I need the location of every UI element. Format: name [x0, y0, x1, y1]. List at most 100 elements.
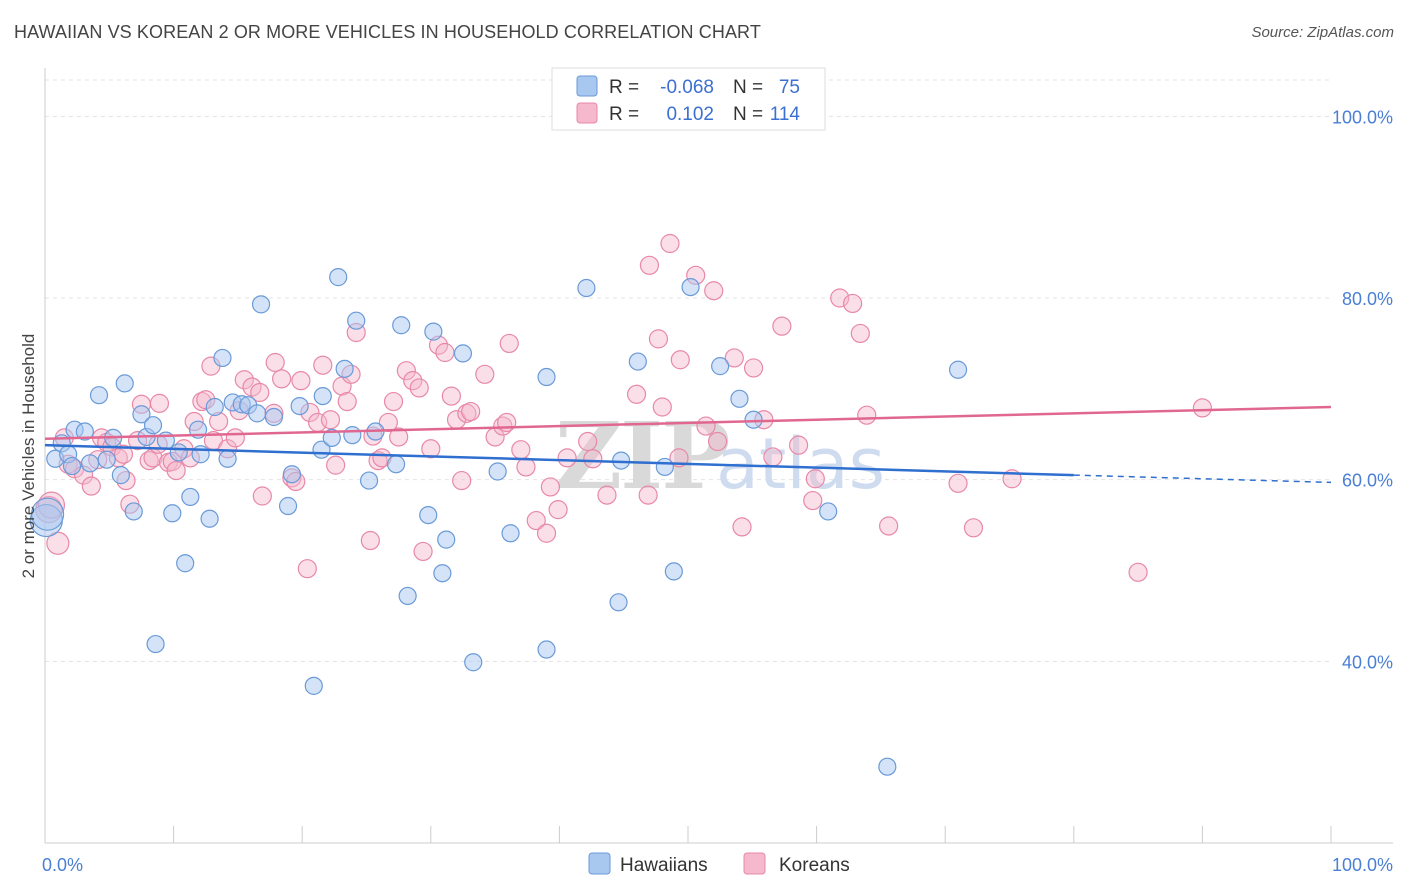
hawaiian-point [248, 404, 267, 423]
hawaiian-point [453, 344, 473, 363]
y-tick-labels: 40.0% 60.0% 80.0% 100.0% [1332, 107, 1393, 672]
korean-point [548, 500, 568, 520]
korean-point [320, 410, 341, 430]
watermark-atlas: atlas [716, 423, 885, 505]
korean-point [383, 391, 404, 412]
korean-point [291, 371, 311, 391]
hawaiian-point [948, 360, 968, 379]
hawaiian-point [335, 359, 354, 378]
hawaiian-point [398, 586, 417, 606]
trend-lines [44, 405, 1332, 484]
hawaiian-point [313, 387, 332, 406]
korean-point [963, 518, 984, 538]
korean-point [578, 431, 598, 452]
korean-point [421, 439, 441, 459]
hawaiian-point [609, 593, 628, 612]
korean-point [670, 350, 690, 370]
y-tick-label-1: 60.0% [1342, 471, 1393, 491]
hawaiian-point [664, 562, 683, 581]
korean-point [763, 447, 783, 467]
korean-point [313, 355, 333, 375]
korean-point [652, 397, 672, 417]
korean-point [265, 352, 285, 373]
korean-point [724, 348, 744, 368]
hawaiian-point [30, 497, 65, 531]
korean-point [225, 428, 245, 448]
hawaiian-point [322, 428, 341, 447]
korean-point [536, 523, 557, 543]
hawaiian-point [282, 465, 302, 484]
hawaiian-point [62, 456, 82, 476]
korean-point [732, 517, 752, 537]
korean-point [166, 460, 186, 481]
hawaiian-point [181, 487, 200, 507]
korean-point [441, 386, 461, 406]
korean-point [557, 448, 577, 468]
hawaiian-point [163, 504, 182, 523]
hawaiian-point [264, 407, 284, 427]
hawaiian-point [577, 278, 596, 298]
hawaiian-point [213, 348, 232, 368]
hawaiian-point [628, 352, 647, 371]
legend-r-label-1: R = [609, 77, 639, 98]
korean-point [626, 384, 647, 404]
korean-point [803, 490, 823, 511]
hawaiian-point [711, 357, 730, 376]
korean-point [452, 470, 472, 491]
korean-point [660, 233, 680, 254]
hawaiian-point [359, 471, 379, 490]
y-tick-label-3: 100.0% [1332, 107, 1393, 127]
korean-point [639, 255, 660, 275]
korean-point [788, 435, 809, 455]
legend-r-value-1: -0.068 [660, 77, 714, 98]
korean-point [252, 486, 272, 506]
korean-point [360, 530, 380, 551]
korean-points [35, 233, 1213, 582]
axes [44, 68, 1393, 844]
hawaiian-point [343, 426, 362, 445]
legend-n-value-2: 114 [770, 104, 801, 125]
legend-swatch-koreans [576, 102, 598, 124]
korean-point [843, 293, 863, 314]
x-tick-label-1: 100.0% [1332, 855, 1393, 875]
bottom-legend-label-koreans: Koreans [779, 855, 850, 876]
hawaiian-point [655, 457, 674, 477]
legend-n-value-1: 75 [779, 77, 800, 98]
korean-point [638, 485, 658, 505]
hawaiian-point [75, 422, 94, 441]
korean-point [272, 369, 292, 389]
hawaiian-point [681, 278, 700, 297]
korean-point [413, 541, 433, 562]
korean-point [704, 281, 724, 301]
hawaiian-point [744, 410, 763, 429]
legend-n-label-2: N = [733, 104, 763, 125]
hawaiian-point [200, 509, 219, 528]
hawaiian-point [290, 396, 309, 416]
korean-point [499, 333, 519, 354]
korean-point [81, 476, 101, 496]
bottom-legend-label-hawaiians: Hawaiians [620, 855, 708, 876]
hawaiian-point [819, 502, 838, 521]
korean-point [597, 485, 617, 505]
korean-point [850, 323, 870, 344]
korean-point [526, 510, 546, 531]
x-tick-label-0: 0.0% [42, 855, 83, 875]
korean-point [648, 329, 669, 349]
hawaiian-point [97, 450, 116, 469]
legend-r-label-2: R = [609, 104, 639, 125]
hawaiian-point [146, 634, 165, 654]
hawaiian-point [111, 466, 130, 485]
korean-point [435, 342, 455, 363]
hawaiian-point [89, 386, 109, 405]
korean-point [234, 370, 254, 390]
hawaiian-point [878, 757, 897, 776]
korean-point [772, 316, 792, 336]
legend-n-label-1: N = [733, 77, 763, 98]
hawaiian-point [424, 322, 443, 341]
chart-title: HAWAIIAN VS KOREAN 2 OR MORE VEHICLES IN… [14, 22, 761, 42]
hawaiian-trend-line [44, 443, 1074, 477]
hawaiian-point [419, 505, 438, 525]
korean-point [149, 393, 170, 413]
korean-point [337, 391, 357, 412]
